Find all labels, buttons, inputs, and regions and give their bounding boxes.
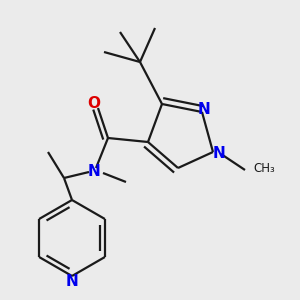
Text: N: N	[88, 164, 100, 179]
Text: CH₃: CH₃	[253, 163, 275, 176]
Text: N: N	[213, 146, 225, 161]
Text: N: N	[198, 101, 210, 116]
Text: O: O	[88, 97, 100, 112]
Text: N: N	[66, 274, 78, 290]
